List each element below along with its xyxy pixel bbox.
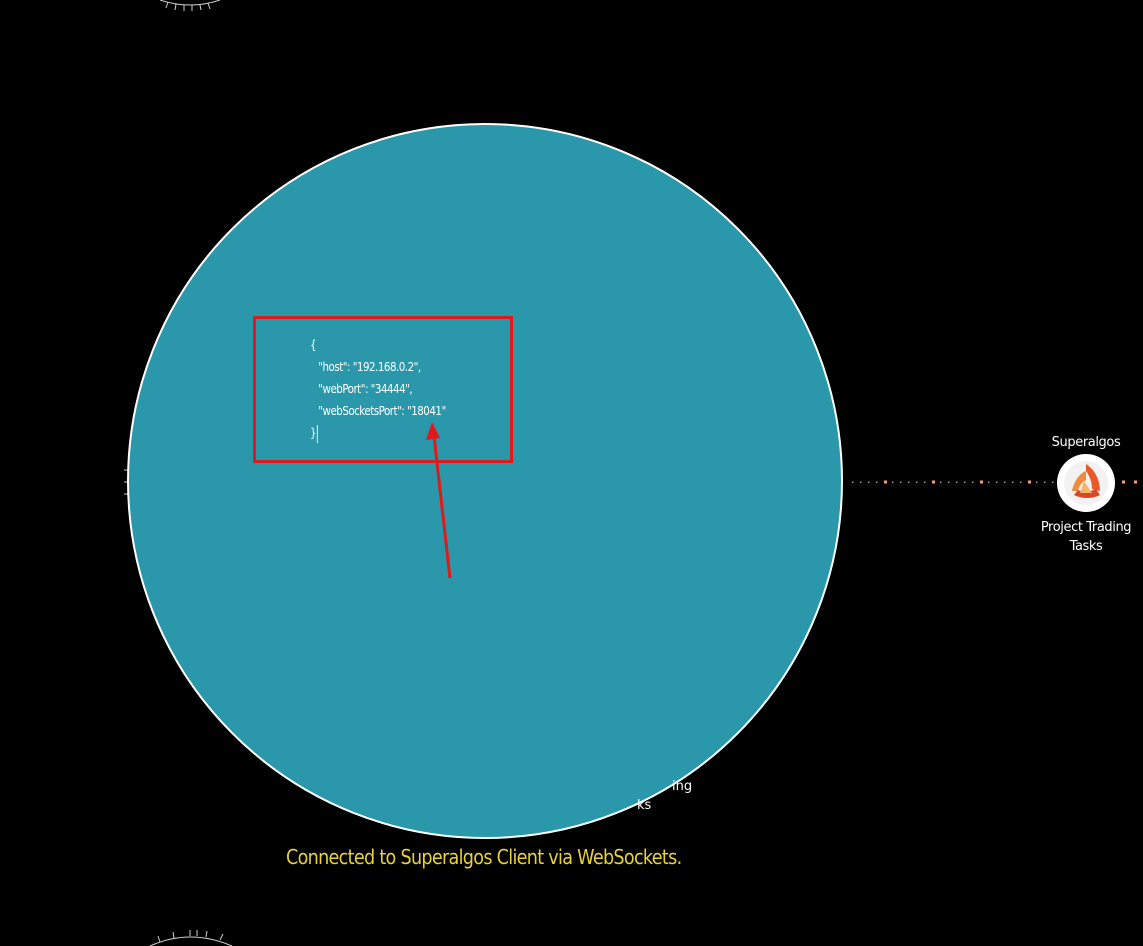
connector-dot xyxy=(940,481,942,483)
connector-dot xyxy=(932,480,935,484)
connector-dot xyxy=(1012,481,1014,483)
connector-dot xyxy=(868,481,870,483)
connector-dot xyxy=(948,481,950,483)
partial-node-label: ks xyxy=(637,798,652,813)
connector-dot xyxy=(1052,481,1054,483)
top-gear-ticks xyxy=(159,0,221,11)
connector-dot xyxy=(876,481,878,483)
connector-dot xyxy=(1122,480,1125,484)
connector-dot xyxy=(892,481,894,483)
connector-dot xyxy=(916,481,918,483)
connector-dot xyxy=(900,481,902,483)
connector-dot xyxy=(924,481,926,483)
code-line: "webPort": "34444", xyxy=(310,382,413,396)
connector-dot xyxy=(1134,480,1137,484)
config-editor-circle[interactable] xyxy=(127,123,843,839)
connector-dot xyxy=(980,480,983,484)
superalgos-logo-icon[interactable] xyxy=(1056,453,1116,513)
connector-dot xyxy=(1044,481,1046,483)
connector-dot xyxy=(1020,481,1022,483)
node-title: Superalgos xyxy=(1051,435,1121,450)
connector-dot xyxy=(1028,480,1031,484)
connector-dot xyxy=(908,481,910,483)
connector-dot xyxy=(996,481,998,483)
node-subtitle-line: Project Trading xyxy=(1040,520,1132,535)
connector-dot xyxy=(956,481,958,483)
node-subtitle: Project Trading Tasks xyxy=(1036,518,1136,556)
code-line: "host": "192.168.0.2", xyxy=(310,360,421,374)
connector-dot xyxy=(1004,481,1006,483)
connector-dot xyxy=(972,481,974,483)
code-line-last: } xyxy=(310,422,473,444)
code-line: { xyxy=(310,338,317,352)
node-connector-line xyxy=(852,480,1137,484)
text-caret xyxy=(316,424,318,443)
bottom-gear-ticks xyxy=(149,930,233,946)
connector-dot xyxy=(852,481,854,483)
connector-dot xyxy=(964,481,966,483)
code-line: "webSocketsPort": "18041" xyxy=(310,404,446,418)
code-line: } xyxy=(310,426,317,440)
connection-status-message: Connected to Superalgos Client via WebSo… xyxy=(286,845,682,869)
node-subtitle-line: Tasks xyxy=(1069,539,1103,554)
connector-dot xyxy=(1036,481,1038,483)
partial-node-label: ing xyxy=(672,779,693,794)
config-code-editor[interactable]: { "host": "192.168.0.2", "webPort": "344… xyxy=(310,334,473,444)
connector-dot xyxy=(884,480,887,484)
connector-dot xyxy=(988,481,990,483)
connector-dot xyxy=(860,481,862,483)
